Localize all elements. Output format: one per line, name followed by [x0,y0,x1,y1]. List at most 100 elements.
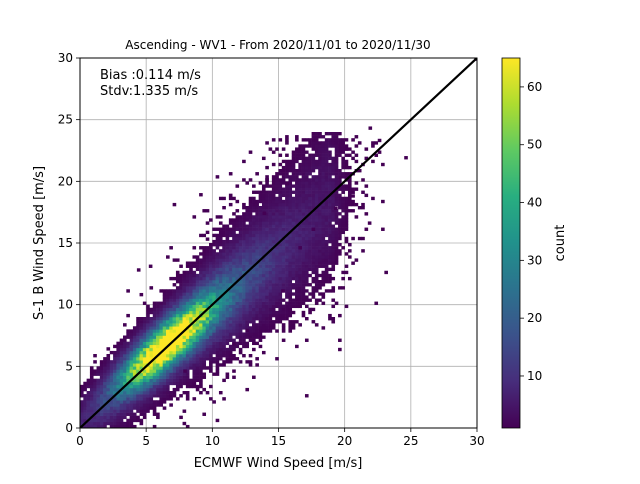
heatmap-bin [185,289,190,293]
heatmap-bin [308,273,312,278]
heatmap-bin [179,329,183,333]
heatmap-bin [228,350,233,355]
heatmap-bin [195,369,200,373]
heatmap-bin [169,378,173,383]
heatmap-bin [318,233,322,238]
heatmap-bin [232,227,236,231]
heatmap-bin [169,329,173,333]
heatmap-bin [129,372,134,376]
heatmap-bin [318,224,322,228]
heatmap-bin [258,292,263,296]
heatmap-bin [232,236,236,241]
heatmap-bin [278,236,283,241]
heatmap-bin [278,172,283,176]
heatmap-bin [261,230,266,235]
heatmap-bin [311,252,316,256]
heatmap-bin [162,292,167,296]
heatmap-bin [271,221,276,225]
heatmap-bin [318,190,322,194]
heatmap-bin [89,409,94,413]
heatmap-bin [218,249,223,253]
heatmap-bin [341,227,345,231]
heatmap-bin [89,381,94,386]
heatmap-bin [228,193,233,198]
heatmap-bin [96,387,101,392]
heatmap-bin [328,289,332,293]
heatmap-bin [162,384,167,389]
heatmap-bin [314,141,319,145]
heatmap-bin [202,387,207,392]
heatmap-bin [192,215,197,219]
heatmap-bin [368,126,373,130]
heatmap-bin [136,415,140,420]
heatmap-bin [301,184,306,188]
heatmap-bin [228,335,233,339]
heatmap-bin [304,261,309,265]
heatmap-bin [245,249,250,253]
heatmap-bin [103,381,107,386]
heatmap-bin [331,156,336,161]
heatmap-bin [146,304,150,309]
heatmap-bin [258,267,263,272]
heatmap-bin [298,212,302,216]
heatmap-bin [89,375,94,379]
heatmap-bin [166,381,170,386]
heatmap-bin [331,138,336,142]
heatmap-bin [103,409,107,413]
heatmap-bin [185,350,190,355]
heatmap-bin [189,320,193,324]
heatmap-bin [106,363,111,367]
heatmap-bin [367,221,372,225]
heatmap-bin [159,381,164,386]
heatmap-bin [275,273,279,278]
heatmap-bin [278,249,283,253]
heatmap-bin [301,221,306,225]
heatmap-bin [295,199,299,204]
heatmap-bin [318,209,322,213]
heatmap-bin [281,273,286,278]
heatmap-bin [182,378,187,383]
heatmap-bin [218,350,223,355]
heatmap-bin [324,270,329,275]
heatmap-bin [99,412,104,416]
heatmap-bin [268,215,273,219]
heatmap-bin [159,317,164,321]
heatmap-bin [109,400,114,404]
heatmap-bin [202,372,207,376]
heatmap-bin [288,310,293,315]
heatmap-bin [139,347,144,352]
heatmap-bin [301,264,306,268]
heatmap-bin [265,283,269,287]
heatmap-bin [291,246,296,250]
heatmap-bin [166,397,170,401]
heatmap-bin [281,172,286,176]
heatmap-bin [182,391,187,395]
heatmap-bin [195,310,200,315]
heatmap-bin [314,246,319,250]
heatmap-bin [308,307,312,312]
heatmap-bin [129,397,134,401]
heatmap-bin [285,172,289,176]
heatmap-bin [338,338,342,342]
heatmap-bin [285,218,289,222]
heatmap-bin [318,218,322,222]
heatmap-bin [139,384,144,389]
heatmap-bin [182,280,187,284]
heatmap-bin [261,267,266,272]
heatmap-bin [195,261,200,265]
heatmap-bin [238,255,243,259]
heatmap-bin [311,243,316,247]
heatmap-bin [222,283,226,287]
heatmap-bin [314,202,319,207]
heatmap-bin [311,221,316,225]
heatmap-bin [218,230,223,235]
heatmap-bin [328,230,332,235]
heatmap-bin [255,332,259,336]
heatmap-bin [222,246,226,250]
heatmap-bin [318,172,322,176]
heatmap-bin [278,184,283,188]
heatmap-bin [242,178,246,182]
heatmap-bin [324,159,329,164]
heatmap-bin [156,387,160,392]
